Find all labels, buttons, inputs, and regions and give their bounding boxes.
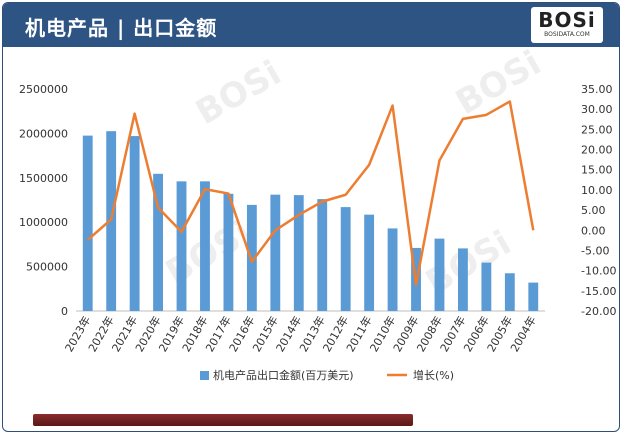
logo-subtext: BOSIDATA.COM: [544, 31, 590, 38]
bar: [176, 181, 187, 311]
legend-bar-swatch: [200, 371, 209, 380]
y-left-tick-label: 1000000: [19, 216, 68, 229]
bosi-logo: BOSi BOSIDATA.COM: [531, 7, 603, 43]
legend-bar-label: 机电产品出口金额(百万美元): [213, 368, 354, 382]
y-left-tick-label: 500000: [26, 261, 68, 274]
y-right-tick-label: 10.00: [581, 184, 613, 197]
bar: [223, 193, 234, 311]
logo-mark: BOSi: [538, 8, 596, 32]
y-right-tick-label: 35.00: [581, 83, 613, 96]
bar: [317, 199, 328, 311]
bar: [200, 181, 210, 311]
y-right-tick-label: 0.00: [581, 224, 606, 237]
bar: [106, 131, 117, 311]
bar: [82, 135, 93, 311]
y-left-tick-label: 2000000: [19, 127, 68, 140]
y-right-tick-label: 15.00: [581, 164, 613, 177]
bar: [153, 173, 163, 311]
growth-line: [86, 100, 535, 287]
bar: [434, 238, 445, 311]
bar: [364, 214, 375, 311]
y-right-tick-label: -10.00: [581, 265, 616, 278]
legend-line-label: 增长(%): [413, 368, 454, 382]
bar: [129, 136, 140, 311]
chart-svg: 0 500000 1000000 1500000 2000000 2500000 35.00…: [19, 83, 616, 382]
bar: [340, 207, 351, 311]
y-right-tick-label: 25.00: [581, 123, 613, 136]
bar: [458, 248, 468, 311]
y-right-tick-label: 20.00: [581, 144, 613, 157]
bar: [504, 273, 515, 311]
y-left-tick-label: 0: [61, 305, 68, 318]
y-right-tick-label: 5.00: [581, 204, 606, 217]
bar: [528, 282, 539, 311]
bar: [387, 228, 398, 311]
header-bar: 机电产品 | 出口金额 BOSi BOSIDATA.COM: [3, 3, 619, 47]
y-left-tick-label: 2500000: [19, 83, 68, 96]
page-title: 机电产品 | 出口金额: [25, 16, 218, 40]
footer-bar: [33, 414, 413, 426]
y-left-tick-label: 1500000: [19, 172, 68, 185]
y-right-tick-label: 30.00: [581, 103, 613, 116]
y-right-tick-label: -5.00: [581, 244, 609, 257]
y-right-tick-label: -15.00: [581, 285, 616, 298]
y-right-tick-label: -20.00: [581, 305, 616, 318]
bar: [270, 194, 281, 311]
bar: [481, 262, 492, 311]
bar: [293, 195, 304, 311]
